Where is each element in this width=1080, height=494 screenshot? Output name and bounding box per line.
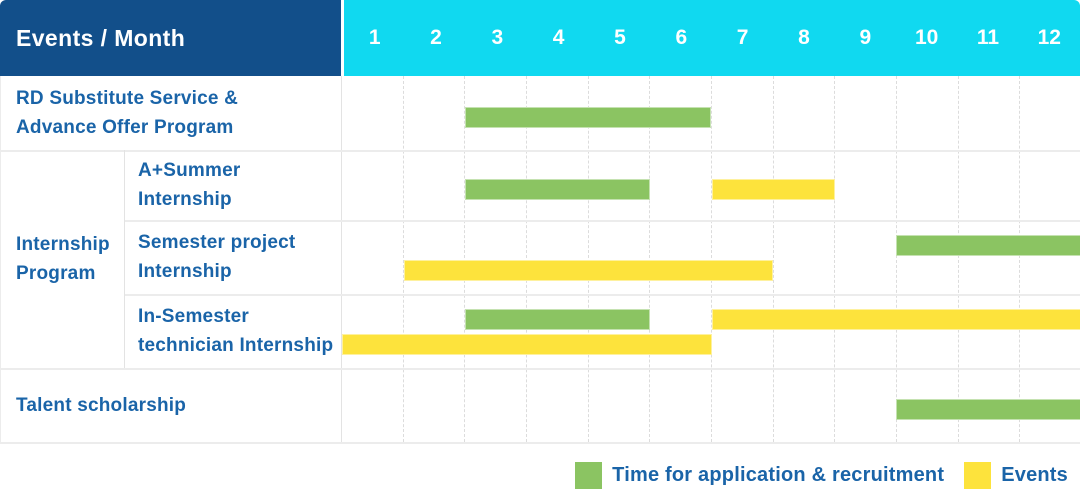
- group-label-line: Internship: [16, 234, 110, 255]
- row-timeline: [342, 368, 1080, 442]
- table-row: Talent scholarship: [1, 368, 1080, 442]
- row-divider: [125, 294, 1080, 296]
- month-gridline: [772, 76, 835, 442]
- gantt-bar-green: [465, 179, 650, 200]
- row-label-talent-scholarship: Talent scholarship: [1, 368, 342, 442]
- group-cell-internship-program: Internship Program: [1, 150, 125, 368]
- month-header-2: 2: [430, 26, 442, 49]
- month-gridlines: [342, 76, 1080, 442]
- table-row: A+Summer Internship: [1, 150, 1080, 220]
- month-header-7: 7: [736, 26, 749, 49]
- row-timeline: [342, 294, 1080, 368]
- month-header-1: 1: [368, 26, 381, 49]
- table-row: RD Substitute Service & Advance Offer Pr…: [1, 76, 1080, 150]
- legend-item-application: Time for application & recruitment: [575, 462, 944, 489]
- gantt-bar-green: [465, 107, 712, 128]
- row-label-line: A+Summer: [138, 160, 241, 181]
- row-label-line: RD Substitute Service &: [16, 88, 239, 109]
- row-label-line: Advance Offer Program: [16, 117, 234, 138]
- month-header-9: 9: [859, 26, 872, 49]
- legend-item-events: Events: [964, 462, 1068, 489]
- row-label-a-summer: A+Summer Internship: [125, 150, 342, 220]
- month-gridline: [834, 76, 896, 442]
- row-timeline: [342, 76, 1080, 150]
- row-timeline: [342, 150, 1080, 220]
- month-header-11: 11: [976, 26, 1000, 49]
- legend: Time for application & recruitment Event…: [575, 462, 1068, 489]
- row-label-line: technician Internship: [138, 335, 334, 356]
- table-row: Semester project Internship: [1, 220, 1080, 294]
- month-header-5: 5: [614, 26, 626, 49]
- gantt-bar-yellow: [342, 334, 712, 355]
- month-gridline: [464, 76, 526, 442]
- gantt-bar-yellow: [403, 260, 774, 281]
- month-gridline: [1019, 76, 1080, 442]
- gantt-bar-green: [465, 309, 650, 330]
- month-header-12: 12: [1037, 26, 1061, 49]
- page-title: Events / Month: [16, 24, 186, 51]
- row-label-line: Internship: [138, 261, 232, 282]
- gantt-bar-green: [896, 399, 1080, 420]
- month-header-10: 10: [914, 26, 939, 49]
- row-divider: [1, 150, 1080, 152]
- month-gridline: [649, 76, 711, 442]
- row-label-rd-substitute: RD Substitute Service & Advance Offer Pr…: [1, 76, 342, 150]
- header-title-cell: Events / Month: [0, 0, 341, 76]
- gantt-bar-green: [896, 235, 1080, 256]
- table-row: In-Semester technician Internship: [1, 294, 1080, 368]
- row-label-line: Talent scholarship: [16, 394, 187, 416]
- row-divider: [1, 368, 1080, 370]
- row-timeline: [342, 220, 1080, 294]
- month-gridline: [711, 76, 773, 442]
- month-header-row: 1 2 3 4 5 6 7 8 9 10 11 12: [344, 0, 1080, 76]
- month-gridline: [957, 76, 1020, 442]
- row-label-line: Semester project: [138, 232, 296, 253]
- legend-green-label: Time for application & recruitment: [612, 464, 945, 486]
- month-gridline: [587, 76, 650, 442]
- row-label-in-semester: In-Semester technician Internship: [125, 294, 342, 368]
- month-header-3: 3: [491, 26, 504, 49]
- month-header-6: 6: [675, 26, 688, 49]
- gantt-bar-yellow: [711, 309, 1080, 330]
- legend-green-swatch: [575, 462, 603, 489]
- month-gridline: [896, 76, 958, 442]
- month-gridline: [526, 76, 588, 442]
- month-gridline: [402, 76, 465, 442]
- legend-yellow-swatch: [964, 462, 992, 489]
- row-label-line: In-Semester: [138, 306, 249, 327]
- row-label-semester-project: Semester project Internship: [125, 220, 342, 294]
- gantt-bar-yellow: [711, 179, 835, 200]
- row-divider: [125, 220, 1080, 222]
- month-header-4: 4: [552, 26, 565, 49]
- legend-yellow-label: Events: [1001, 464, 1068, 486]
- table-body: RD Substitute Service & Advance Offer Pr…: [0, 76, 1080, 444]
- row-label-line: Internship: [138, 189, 232, 210]
- month-header-8: 8: [798, 26, 810, 49]
- table-header: Events / Month 1 2 3 4 5 6 7 8 9 10 11 12: [0, 0, 1080, 76]
- group-label-line: Program: [16, 263, 96, 284]
